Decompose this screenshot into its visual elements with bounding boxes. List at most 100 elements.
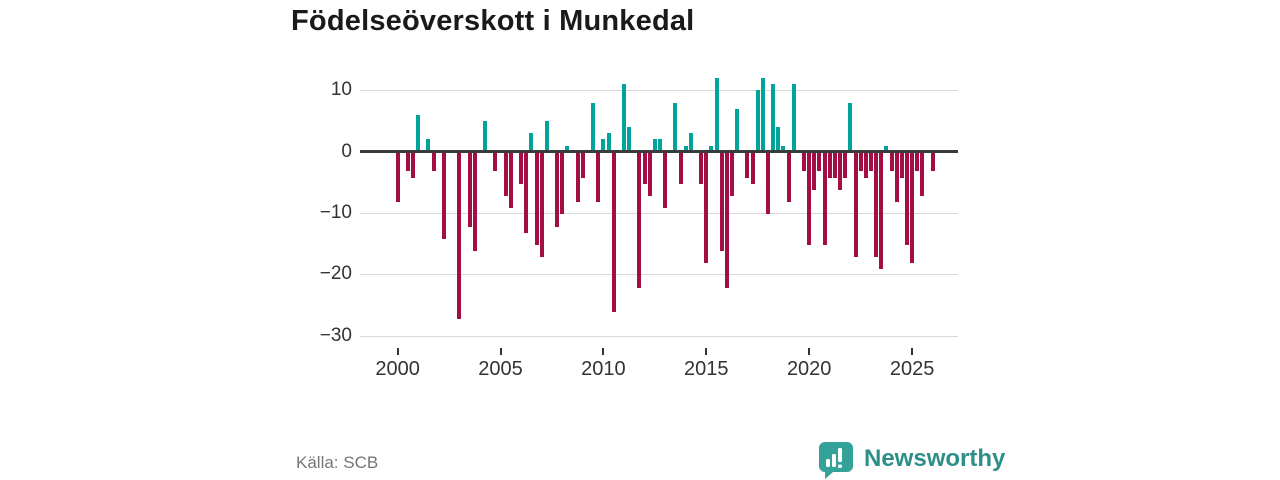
bar-negative <box>467 153 472 227</box>
bar-positive <box>657 139 662 152</box>
bar-negative <box>493 153 498 172</box>
y-axis-tick-label: 10 <box>330 79 352 101</box>
bar-negative <box>457 153 462 319</box>
bar-negative <box>519 153 524 184</box>
bar-negative <box>431 153 436 172</box>
bar-positive <box>544 121 549 152</box>
bar-positive <box>683 145 688 152</box>
x-axis-tick-label: 2000 <box>375 358 420 380</box>
bar-negative <box>915 153 920 172</box>
gridline <box>360 213 958 214</box>
bar-negative <box>745 153 750 178</box>
bar-positive <box>621 84 626 152</box>
bar-negative <box>930 153 935 172</box>
bar-negative <box>904 153 909 245</box>
bar-positive <box>606 133 611 152</box>
newsworthy-logo-text: Newsworthy <box>864 445 1006 472</box>
bar-negative <box>868 153 873 172</box>
bar-negative <box>858 153 863 172</box>
bar-positive <box>591 102 596 152</box>
bar-positive <box>652 139 657 152</box>
bar-negative <box>719 153 724 252</box>
y-axis-tick-label: −30 <box>319 324 352 346</box>
bar-negative <box>827 153 832 178</box>
bar-negative <box>560 153 565 215</box>
bar-negative <box>874 153 879 258</box>
bar-positive <box>884 145 889 152</box>
y-axis-tick-label: −20 <box>319 263 352 285</box>
chart-title: Födelseöverskott i Munkedal <box>291 5 695 37</box>
y-axis-tick-label: 0 <box>341 140 352 162</box>
bar-negative <box>405 153 410 172</box>
bar-positive <box>709 145 714 152</box>
zero-axis-line <box>360 150 958 154</box>
bar-positive <box>483 121 488 152</box>
bar-negative <box>699 153 704 184</box>
bar-positive <box>426 139 431 152</box>
gridline <box>360 274 958 276</box>
bar-positive <box>529 133 534 152</box>
bar-negative <box>730 153 735 196</box>
bar-negative <box>637 153 642 288</box>
bar-positive <box>735 108 740 152</box>
bar-negative <box>411 153 416 178</box>
x-axis-tick-mark <box>499 348 502 355</box>
x-axis-tick-mark <box>808 348 811 355</box>
bar-negative <box>704 153 709 264</box>
bar-negative <box>812 153 817 190</box>
bar-negative <box>611 153 616 313</box>
bar-negative <box>503 153 508 196</box>
bar-negative <box>910 153 915 264</box>
newsworthy-logo: Newsworthy <box>818 440 1005 480</box>
bar-negative <box>524 153 529 233</box>
newsworthy-logo-icon <box>819 442 853 479</box>
bar-positive <box>755 90 760 152</box>
bar-positive <box>791 84 796 152</box>
bar-negative <box>822 153 827 245</box>
bar-negative <box>802 153 807 172</box>
bar-negative <box>894 153 899 203</box>
bar-positive <box>627 127 632 152</box>
x-axis-tick-label: 2020 <box>786 358 832 380</box>
bar-negative <box>889 153 894 172</box>
x-axis-tick-mark <box>705 348 708 355</box>
x-axis-tick-label: 2005 <box>478 358 523 380</box>
x-axis-tick-mark <box>911 348 914 355</box>
bar-positive <box>848 102 853 152</box>
bar-negative <box>863 153 868 178</box>
bar-positive <box>781 145 786 152</box>
bar-positive <box>714 78 719 152</box>
bar-negative <box>853 153 858 258</box>
x-axis-tick-mark <box>602 348 605 355</box>
bar-positive <box>601 139 606 152</box>
bar-negative <box>838 153 843 190</box>
bar-negative <box>534 153 539 245</box>
bar-negative <box>766 153 771 215</box>
bar-negative <box>647 153 652 196</box>
bar-negative <box>642 153 647 184</box>
bar-negative <box>832 153 837 178</box>
x-axis-tick-mark <box>396 348 399 355</box>
bar-negative <box>724 153 729 288</box>
y-axis-tick-label: −10 <box>319 202 352 223</box>
bar-positive <box>565 145 570 152</box>
bar-negative <box>678 153 683 184</box>
bar-negative <box>786 153 791 203</box>
bar-negative <box>441 153 446 239</box>
bar-negative <box>472 153 477 252</box>
bar-positive <box>673 102 678 152</box>
bar-negative <box>596 153 601 203</box>
x-axis-tick-label: 2010 <box>581 358 626 380</box>
bar-positive <box>771 84 776 152</box>
bar-negative <box>663 153 668 209</box>
bar-negative <box>899 153 904 178</box>
bar-negative <box>920 153 925 196</box>
x-axis-tick-label: 2025 <box>889 358 935 380</box>
bar-positive <box>776 127 781 152</box>
gridline <box>360 90 958 92</box>
bar-negative <box>555 153 560 227</box>
x-axis-tick-label: 2015 <box>684 358 729 380</box>
bar-negative <box>508 153 513 209</box>
